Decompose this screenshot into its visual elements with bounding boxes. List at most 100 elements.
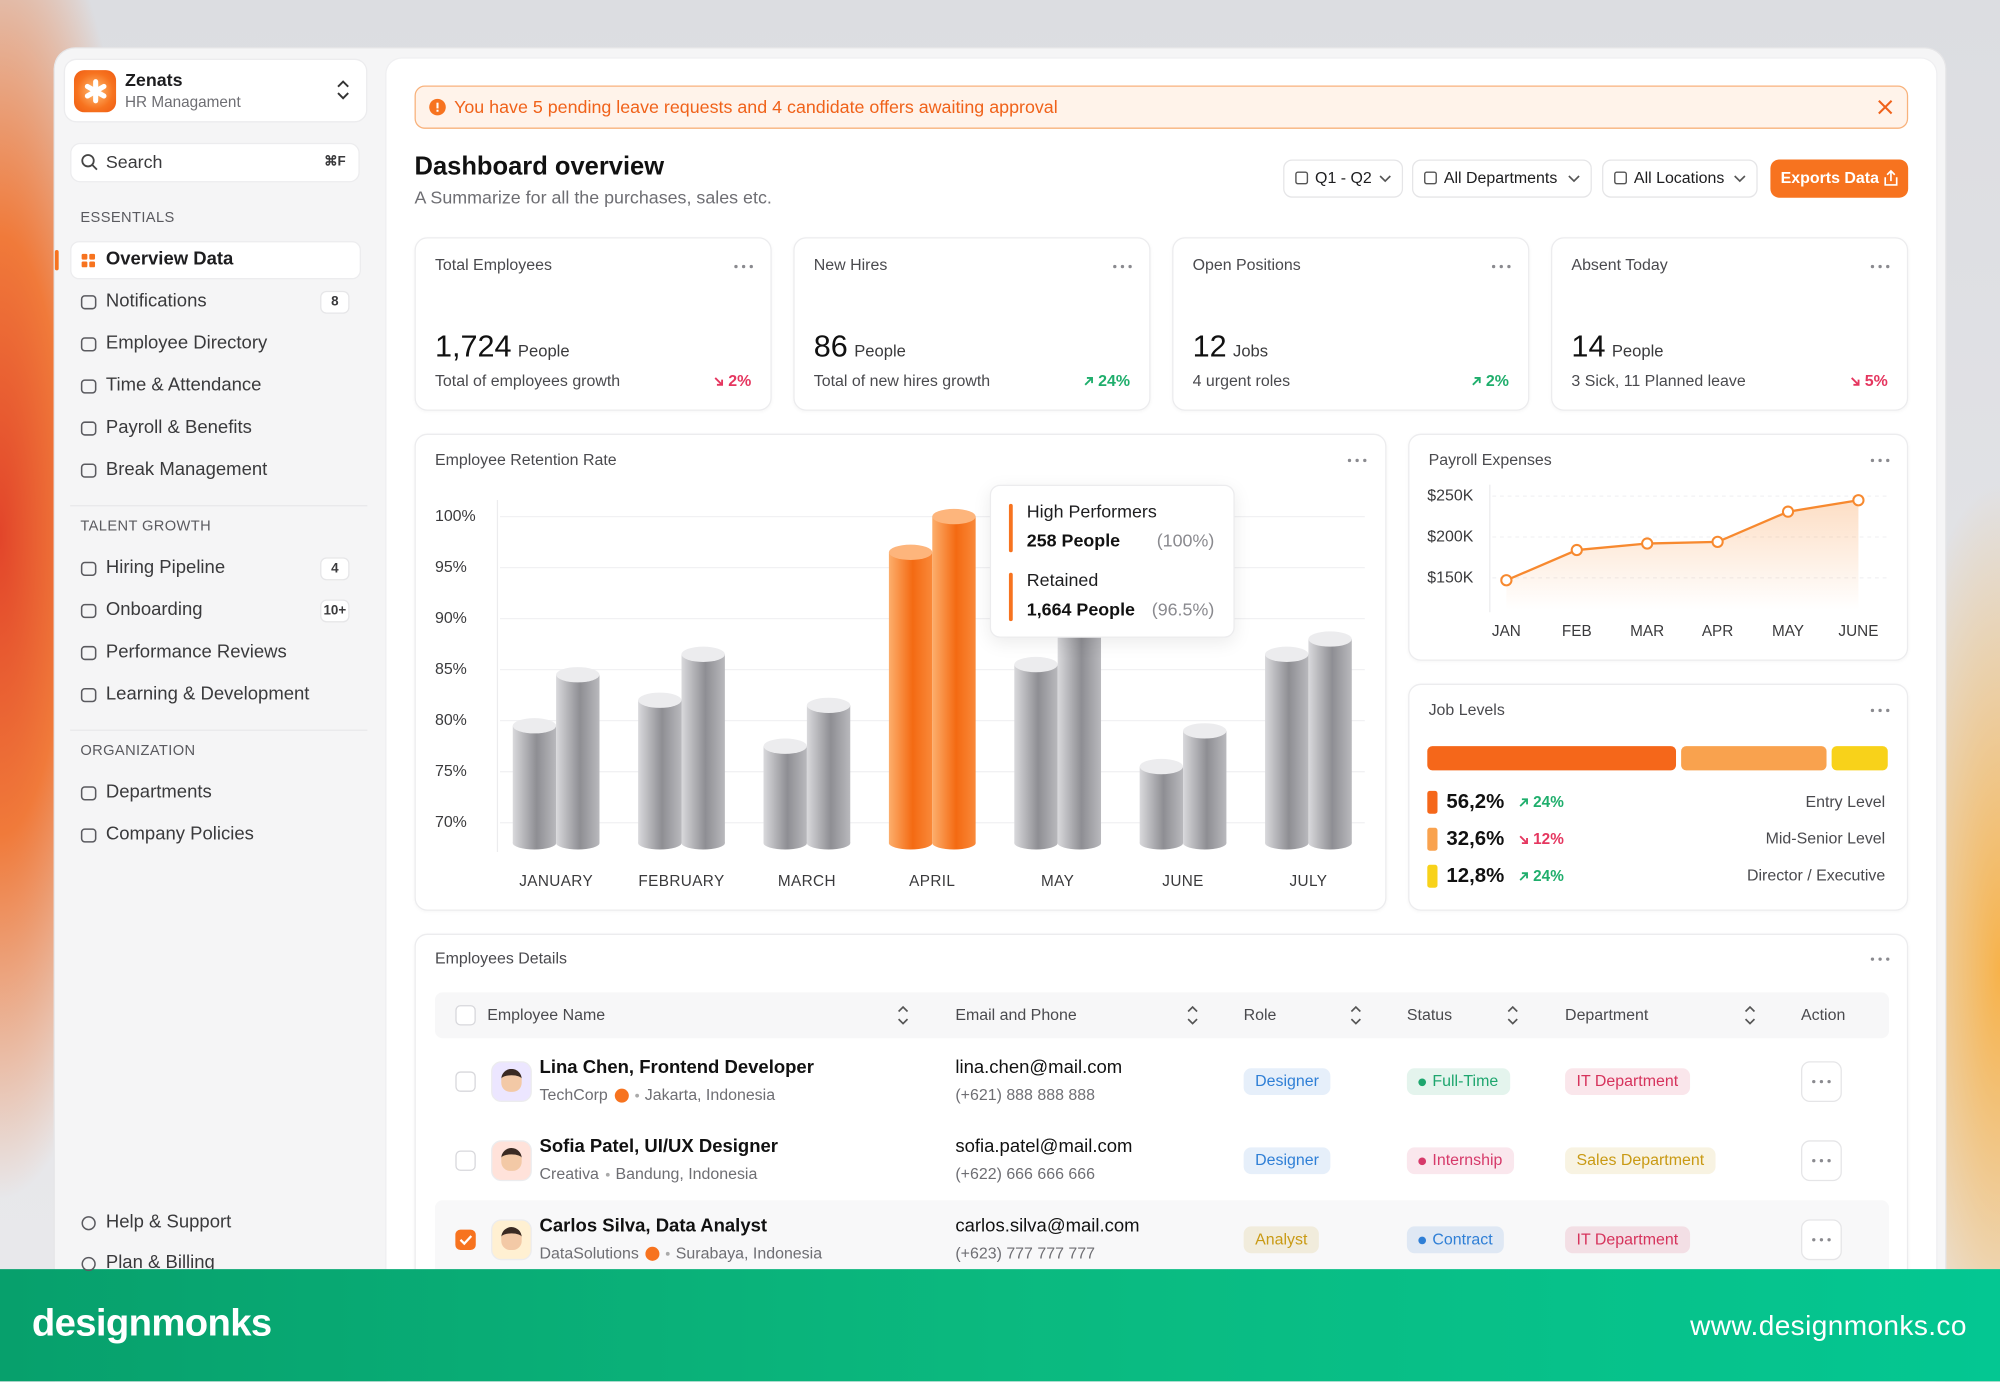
row-checkbox[interactable] [455, 1229, 476, 1250]
job-level-name: Entry Level [1805, 792, 1886, 811]
filter-dropdown[interactable] [1411, 159, 1592, 198]
employee-location: Bandung, Indonesia [615, 1165, 758, 1184]
nav-footer-label: Plan & Billing [105, 1252, 215, 1274]
row-checkbox[interactable] [455, 1150, 476, 1171]
search-shortcut: ⌘F [324, 153, 346, 170]
pill-dot [1418, 1235, 1427, 1244]
menu-dot [1113, 264, 1117, 269]
bar-cap [932, 508, 976, 525]
x-tick-label: JULY [1289, 872, 1328, 891]
stat-value: 1,724 [434, 329, 512, 365]
menu-dot [1819, 1159, 1824, 1163]
bar-cap [681, 646, 725, 662]
header-checkbox[interactable] [455, 1005, 476, 1026]
avatar-face [501, 1227, 522, 1250]
brand-footer [0, 1269, 2000, 1382]
bar-cap [1308, 631, 1352, 647]
pill: Contract [1406, 1226, 1505, 1254]
nav-icon [80, 379, 97, 394]
nav-item-active-bg[interactable] [70, 241, 361, 280]
menu-dot [1819, 1238, 1824, 1242]
job-level-change: 24% [1518, 867, 1564, 885]
bar [681, 654, 725, 844]
bar [1183, 730, 1227, 844]
line [1505, 499, 1859, 582]
nav-section-title: TALENT GROWTH [80, 519, 212, 535]
nav-icon [80, 463, 97, 478]
stat-note: 4 urgent roles [1192, 371, 1291, 390]
meta-separator [634, 1093, 639, 1098]
column-header: Employee Name [487, 1005, 606, 1024]
bar [1139, 766, 1184, 844]
search-box[interactable] [70, 142, 360, 183]
nav-item-label: Break Management [105, 459, 268, 480]
pill: Analyst [1243, 1226, 1319, 1254]
employee-meta: TechCorp Jakarta, Indonesia [540, 1086, 776, 1105]
employee-company: DataSolutions [539, 1244, 639, 1263]
nav-icon-active [81, 253, 88, 260]
bar [1057, 628, 1102, 844]
nav-section-title: ESSENTIALS [80, 210, 175, 226]
tooltip-count: 1,664 People [1026, 598, 1135, 620]
y-tick-label: $150K [1427, 568, 1474, 587]
nav-badge [320, 599, 350, 623]
stat-change: 2% [713, 372, 751, 391]
trend-arrow-path [1519, 835, 1528, 844]
job-level-change: 24% [1518, 793, 1564, 811]
row-selected-bg [434, 1200, 1890, 1280]
employee-meta: Creativa Bandung, Indonesia [540, 1165, 758, 1184]
x-tick-label: FEBRUARY [638, 872, 725, 891]
row-checkbox[interactable] [455, 1071, 476, 1092]
menu-dot [1878, 458, 1882, 463]
stat-change: 2% [1471, 372, 1509, 391]
bar [556, 674, 600, 844]
employee-email: lina.chen@mail.com [955, 1057, 1123, 1079]
stat-change-text: 5% [1864, 371, 1888, 390]
table-title: Employees Details [434, 949, 567, 968]
stat-change-text: 24% [1098, 371, 1131, 390]
trend-arrow [714, 377, 724, 386]
avatar-face [501, 1068, 522, 1092]
filter-label: All Departments [1443, 169, 1558, 187]
stat-value: 12 [1192, 329, 1227, 365]
job-levels-card [1408, 683, 1909, 911]
filter-dropdown[interactable] [1602, 159, 1758, 198]
bar-cap [638, 692, 682, 708]
tooltip-share: (96.5%) [1151, 598, 1215, 620]
menu-dot [1886, 957, 1890, 961]
export-label: Exports Data [1780, 169, 1879, 187]
pill-text: Designer [1255, 1151, 1319, 1170]
employee-name: Sofia Patel, UI/UX Designer [539, 1136, 779, 1158]
page-title: Dashboard overview [414, 153, 665, 182]
menu-dot [1878, 264, 1882, 269]
nav-item-label: Onboarding [105, 599, 203, 621]
stat-value: 86 [813, 329, 848, 365]
pill-text: Designer [1255, 1072, 1319, 1090]
x-tick-label: MAY [1771, 622, 1805, 641]
bar [638, 700, 682, 844]
filter-chevron [1568, 175, 1580, 183]
bar [806, 705, 851, 844]
chart-title: Employee Retention Rate [434, 450, 617, 469]
bar-cap [556, 667, 600, 683]
tooltip-accent [1008, 503, 1013, 553]
nav-badge-text: 4 [331, 560, 339, 577]
menu-dot [1812, 1159, 1816, 1163]
column-header: Department [1565, 1005, 1649, 1024]
column-header: Action [1801, 1005, 1846, 1024]
tooltip-label: Retained [1026, 569, 1099, 591]
menu-dot [1347, 458, 1352, 463]
menu-dot [1120, 264, 1125, 269]
verified-badge [614, 1088, 629, 1103]
nav-icon [80, 561, 97, 577]
x-tick-label: JUNE [1162, 872, 1204, 891]
nav-divider [70, 729, 368, 731]
trend-arrow-path [1851, 377, 1860, 386]
nav-section-title: ORGANIZATION [80, 743, 196, 760]
stat-card [414, 237, 772, 411]
pill-dot [1418, 1156, 1427, 1165]
employee-email: carlos.silva@mail.com [955, 1215, 1140, 1237]
chart-title: Job Levels [1428, 700, 1505, 719]
